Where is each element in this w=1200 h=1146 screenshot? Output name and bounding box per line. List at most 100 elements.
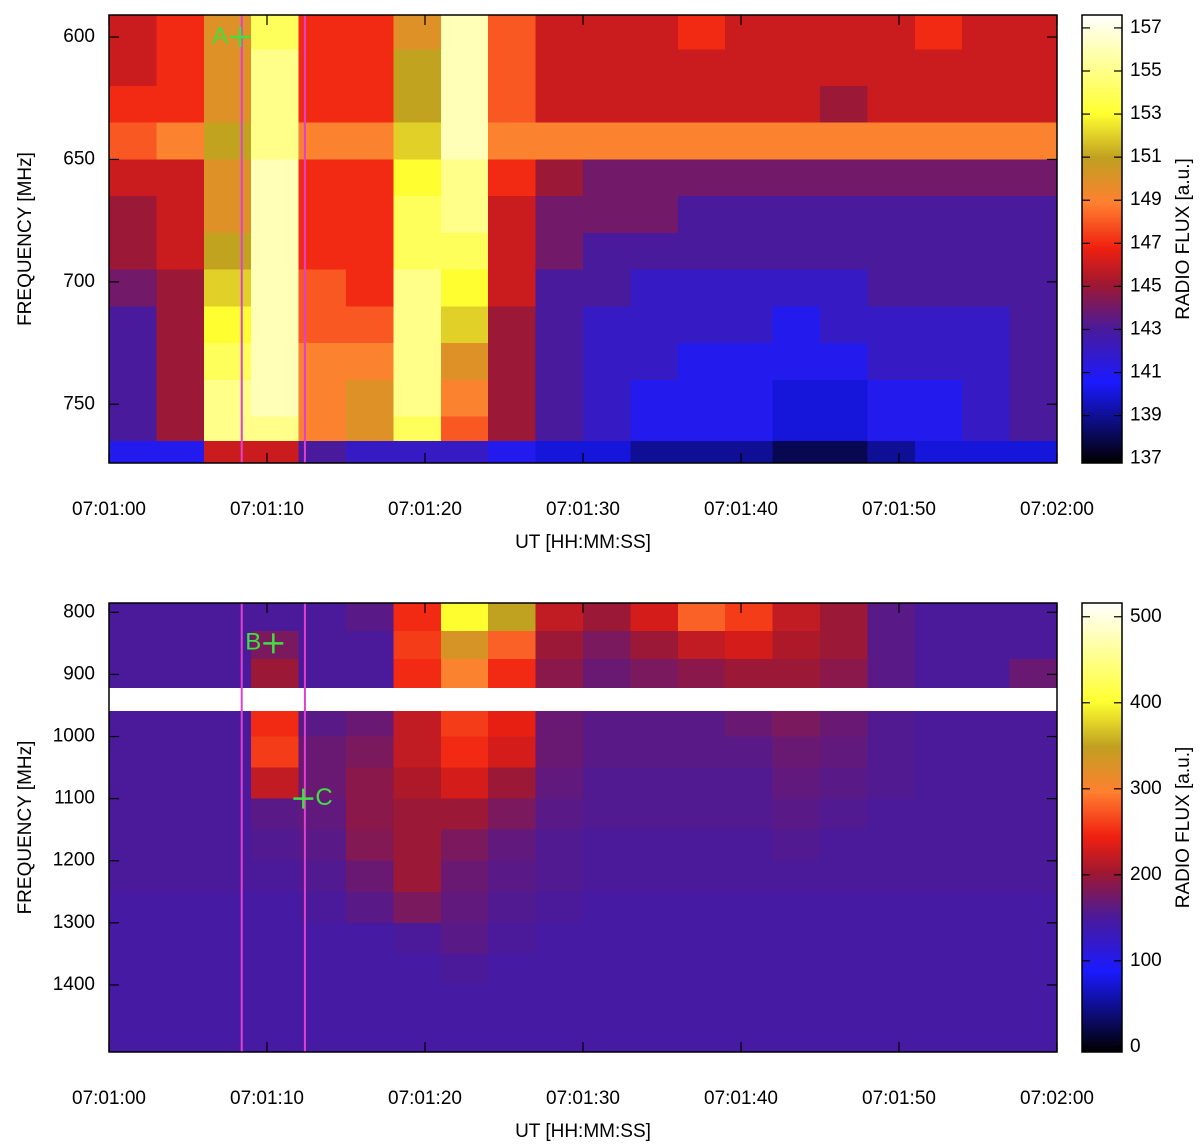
heatmap-cell: [1009, 891, 1058, 924]
heatmap-cell: [203, 829, 252, 862]
heatmap-cell: [725, 736, 774, 769]
heatmap-cell: [203, 736, 252, 769]
heatmap-cell: [109, 658, 157, 688]
heatmap-cell: [393, 15, 442, 50]
heatmap-cell: [251, 159, 300, 197]
heatmap-cell: [109, 798, 157, 831]
heatmap-cell: [583, 736, 631, 769]
heatmap-cell: [1009, 798, 1058, 831]
heatmap-cell: [677, 269, 726, 307]
heatmap-cell: [772, 232, 821, 271]
heatmap-cell: [203, 122, 252, 160]
heatmap-cell: [867, 122, 916, 160]
heatmap-cell: [251, 829, 300, 862]
heatmap-cell: [346, 922, 394, 955]
heatmap-cell: [251, 269, 300, 307]
x-tick-label: 07:01:50: [862, 499, 936, 520]
heatmap-cell: [630, 49, 679, 87]
heatmap-cell: [535, 159, 584, 197]
heatmap-cell: [393, 767, 442, 800]
heatmap-cell: [677, 767, 726, 800]
heatmap-cell: [251, 630, 300, 660]
heatmap-cell: [583, 711, 631, 738]
heatmap-cell: [1009, 85, 1058, 124]
y-tick-label: 700: [63, 271, 95, 292]
heatmap-cell: [820, 379, 868, 417]
heatmap-cell: [1009, 630, 1058, 660]
heatmap-cell: [772, 379, 821, 417]
heatmap-cell: [867, 630, 916, 660]
heatmap-cell: [298, 798, 347, 831]
heatmap-cell: [630, 630, 679, 660]
heatmap-cell: [156, 379, 205, 417]
heatmap-cell: [583, 232, 631, 271]
x-tick-label: 07:01:30: [546, 499, 620, 520]
heatmap-cell: [156, 984, 205, 1017]
y-tick-label: 900: [63, 663, 95, 684]
heatmap-cell: [583, 603, 631, 632]
heatmap-cell: [772, 440, 821, 464]
heatmap-cell: [109, 984, 157, 1017]
heatmap-cell: [772, 953, 821, 986]
heatmap-cell: [630, 922, 679, 955]
heatmap-cell: [156, 269, 205, 307]
colorbar-tick-label: 300: [1130, 778, 1162, 799]
heatmap-cell: [251, 85, 300, 124]
heatmap-cell: [867, 416, 916, 442]
heatmap-cell: [203, 711, 252, 738]
heatmap-cell: [109, 159, 157, 197]
heatmap-cell: [677, 440, 726, 464]
heatmap-cell: [630, 984, 679, 1017]
heatmap-cell: [630, 440, 679, 464]
heatmap-cell: [251, 49, 300, 87]
x-tick-label: 07:01:00: [72, 1088, 146, 1109]
heatmap-cell: [298, 767, 347, 800]
heatmap-cell: [914, 85, 963, 124]
heatmap-cell: [251, 196, 300, 234]
heatmap-cell: [346, 306, 394, 344]
heatmap-cell: [488, 891, 537, 924]
heatmap-cell: [298, 15, 347, 50]
heatmap-cell: [867, 196, 916, 234]
heatmap-cell: [1009, 984, 1058, 1017]
heatmap-cell: [488, 711, 537, 738]
heatmap-cell: [725, 891, 774, 924]
heatmap-cell: [867, 658, 916, 688]
heatmap-cell: [1009, 49, 1058, 87]
x-tick-label: 07:01:00: [72, 499, 146, 520]
heatmap-cell: [677, 196, 726, 234]
heatmap-cell: [772, 767, 821, 800]
heatmap-cell: [298, 711, 347, 738]
heatmap-cell: [867, 922, 916, 955]
heatmap-cell: [156, 658, 205, 688]
heatmap-cell: [725, 767, 774, 800]
heatmap-cell: [867, 603, 916, 632]
heatmap-cell: [772, 49, 821, 87]
heatmap-cell: [346, 379, 394, 417]
heatmap-cell: [772, 122, 821, 160]
heatmap-cell: [867, 232, 916, 271]
heatmap-cell: [583, 416, 631, 442]
heatmap-cell: [677, 984, 726, 1017]
heatmap-cell: [109, 49, 157, 87]
heatmap-cell: [109, 306, 157, 344]
heatmap-cell: [440, 232, 489, 271]
heatmap-cell: [867, 440, 916, 464]
heatmap-cell: [820, 829, 868, 862]
colorbar-tick-label: 155: [1130, 60, 1162, 81]
x-tick-label: 07:01:40: [704, 1088, 778, 1109]
heatmap-cell: [488, 829, 537, 862]
heatmap-cell: [630, 798, 679, 831]
heatmap-cell: [251, 984, 300, 1017]
colorbar-title: RADIO FLUX [a.u.]: [1173, 158, 1194, 320]
heatmap-cell: [393, 232, 442, 271]
heatmap-cell: [962, 122, 1011, 160]
heatmap-cell: [109, 829, 157, 862]
heatmap-cell: [914, 440, 963, 464]
heatmap-cell: [203, 159, 252, 197]
heatmap-cell: [772, 416, 821, 442]
heatmap-cell: [109, 440, 157, 464]
heatmap-cell: [962, 798, 1011, 831]
heatmap-cell: [1009, 658, 1058, 688]
heatmap-cell: [393, 416, 442, 442]
